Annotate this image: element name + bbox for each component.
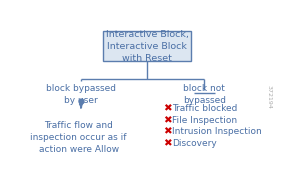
Text: Discovery: Discovery <box>172 139 217 148</box>
Text: File Inspection: File Inspection <box>172 115 237 125</box>
Text: ✖: ✖ <box>163 127 172 137</box>
Text: block bypassed
by user: block bypassed by user <box>46 84 116 105</box>
FancyBboxPatch shape <box>103 31 191 61</box>
Text: Interactive Block,
Interactive Block
with Reset: Interactive Block, Interactive Block wit… <box>106 30 189 63</box>
Text: Traffic blocked: Traffic blocked <box>172 104 238 113</box>
Text: ✖: ✖ <box>163 139 172 148</box>
Text: block not
bypassed: block not bypassed <box>183 84 226 105</box>
Text: ✖: ✖ <box>163 115 172 125</box>
Text: Intrusion Inspection: Intrusion Inspection <box>172 127 262 136</box>
Text: Traffic flow and
inspection occur as if
action were Allow: Traffic flow and inspection occur as if … <box>30 121 127 154</box>
Text: ✖: ✖ <box>163 103 172 113</box>
Text: 372194: 372194 <box>267 85 272 109</box>
